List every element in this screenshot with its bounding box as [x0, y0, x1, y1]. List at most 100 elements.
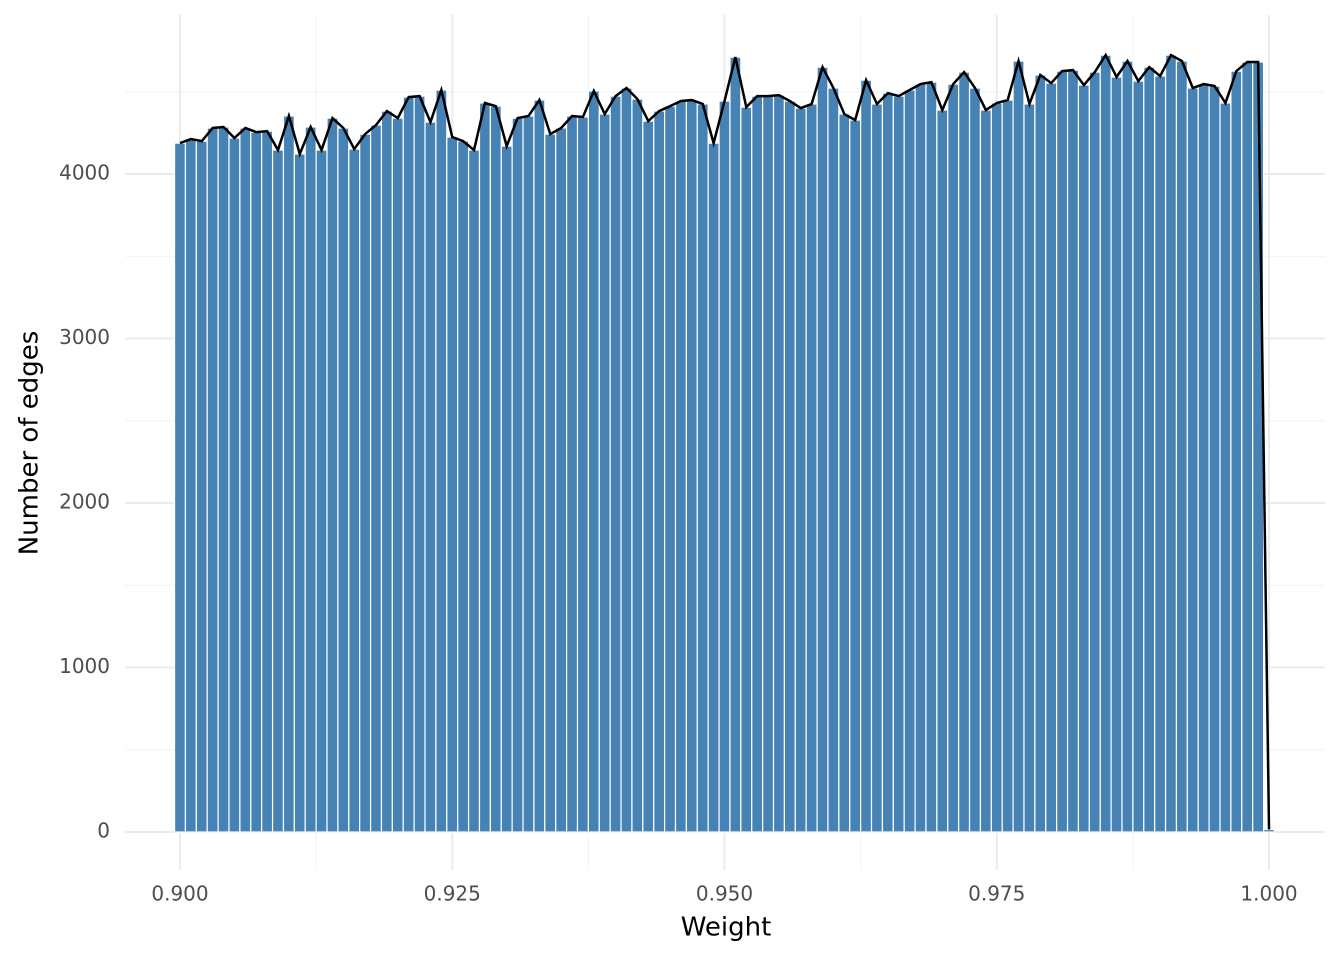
bar: [228, 137, 241, 833]
bar: [566, 115, 579, 833]
bar: [337, 127, 350, 833]
bar: [1001, 99, 1014, 833]
bar: [457, 140, 470, 833]
bar: [1056, 70, 1069, 833]
bar: [544, 133, 557, 833]
bar: [794, 107, 807, 833]
bar: [250, 131, 263, 833]
bar: [1110, 76, 1123, 833]
bar: [936, 109, 949, 833]
bar: [870, 103, 884, 833]
bar: [696, 103, 709, 833]
bar: [1088, 71, 1101, 833]
bar: [1034, 74, 1047, 833]
bar: [740, 106, 753, 833]
bar: [849, 119, 862, 833]
bar: [1154, 75, 1167, 833]
y-tick-label: 4000: [59, 161, 110, 185]
bar: [478, 102, 491, 833]
x-tick-label: 0.950: [696, 882, 753, 906]
bar: [380, 110, 393, 833]
y-tick-label: 1000: [59, 654, 110, 678]
bar: [979, 109, 992, 833]
bar: [838, 113, 851, 833]
bar: [990, 102, 1003, 833]
bar: [729, 56, 742, 833]
bar: [304, 126, 317, 833]
bar: [522, 115, 535, 833]
bar: [555, 127, 568, 833]
bar: [261, 130, 274, 833]
bar: [642, 120, 655, 833]
bar: [435, 89, 448, 833]
bar: [195, 140, 208, 833]
x-tick-label: 0.975: [968, 882, 1025, 906]
bar: [1262, 828, 1276, 833]
bar: [609, 95, 622, 833]
bar: [903, 89, 916, 833]
bar: [271, 149, 285, 833]
y-tick-label: 3000: [59, 325, 110, 349]
bar: [1121, 60, 1134, 833]
bar: [1219, 102, 1232, 833]
bar: [326, 117, 339, 833]
bar: [533, 99, 546, 833]
bar: [860, 79, 873, 833]
bar: [1012, 60, 1025, 833]
bar: [827, 87, 840, 833]
bar: [467, 149, 481, 833]
bar: [184, 138, 197, 833]
x-tick-label: 0.900: [151, 882, 208, 906]
bar: [511, 117, 524, 833]
bar: [1197, 83, 1210, 833]
bar: [206, 127, 219, 833]
bar: [751, 95, 764, 833]
bar: [489, 105, 502, 833]
y-tick-label: 0: [97, 819, 110, 843]
bar: [620, 87, 633, 833]
bar: [958, 71, 971, 833]
bar: [173, 142, 187, 833]
bar: [631, 98, 644, 833]
bar: [925, 81, 938, 833]
bar: [1045, 82, 1058, 833]
bar: [446, 136, 459, 833]
frequency-line: [179, 52, 1271, 830]
bar: [816, 66, 829, 833]
bar: [1175, 60, 1188, 833]
bar: [402, 96, 415, 833]
bar: [1208, 85, 1221, 833]
bar: [881, 92, 894, 833]
bar: [1241, 61, 1254, 833]
bar: [359, 133, 372, 833]
bar: [783, 100, 796, 833]
bar: [1023, 103, 1036, 833]
bar: [1143, 66, 1156, 833]
bar: [718, 100, 731, 833]
bar: [369, 124, 383, 833]
bar: [315, 149, 328, 833]
x-tick-label: 1.000: [1240, 882, 1297, 906]
bar: [664, 105, 677, 833]
bar: [587, 90, 600, 833]
bar: [772, 94, 786, 833]
x-tick-label: 0.925: [424, 882, 481, 906]
bar: [1099, 54, 1112, 833]
bar: [685, 99, 698, 833]
bar: [914, 83, 927, 833]
bar: [293, 153, 306, 833]
bar: [1252, 61, 1265, 833]
bar: [947, 83, 960, 833]
x-axis-label: Weight: [681, 913, 772, 943]
y-axis-label: Number of edges: [15, 331, 45, 556]
bar: [762, 95, 775, 833]
bar: [1230, 70, 1243, 833]
bar: [391, 117, 404, 833]
bar: [576, 116, 589, 833]
bar: [1077, 84, 1090, 833]
bar: [500, 145, 513, 833]
bar: [598, 113, 611, 833]
bar: [968, 87, 982, 833]
bar: [424, 121, 437, 833]
